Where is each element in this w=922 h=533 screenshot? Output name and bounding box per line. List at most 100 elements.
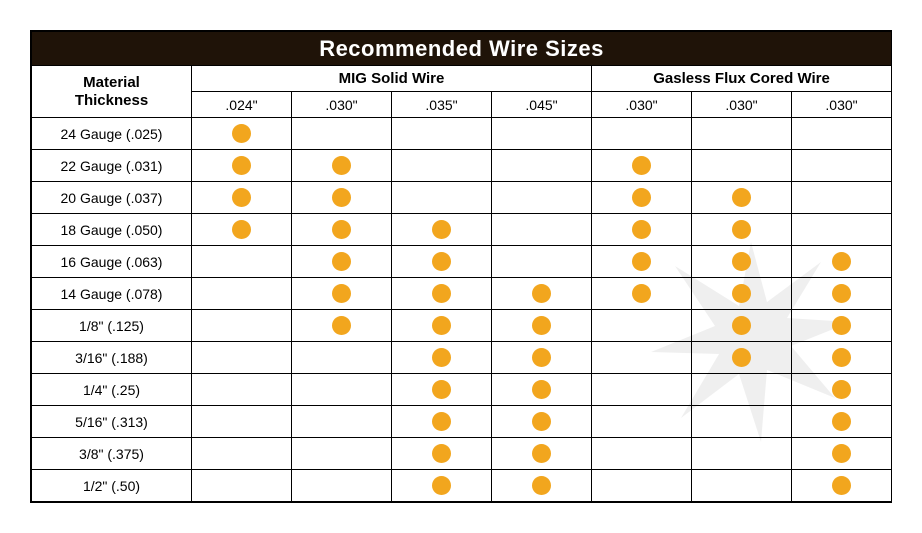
data-cell bbox=[192, 246, 292, 278]
table-row: 5/16" (.313) bbox=[32, 406, 892, 438]
data-cell bbox=[292, 214, 392, 246]
row-label: 16 Gauge (.063) bbox=[32, 246, 192, 278]
data-cell bbox=[392, 438, 492, 470]
data-cell bbox=[392, 374, 492, 406]
data-cell bbox=[192, 214, 292, 246]
data-cell bbox=[692, 374, 792, 406]
data-cell bbox=[392, 406, 492, 438]
data-cell bbox=[292, 310, 392, 342]
dot-icon bbox=[732, 220, 751, 239]
dot-icon bbox=[832, 316, 851, 335]
data-cell bbox=[292, 246, 392, 278]
dot-icon bbox=[832, 444, 851, 463]
col-header: .035" bbox=[392, 92, 492, 118]
row-label: 14 Gauge (.078) bbox=[32, 278, 192, 310]
dot-icon bbox=[332, 316, 351, 335]
data-cell bbox=[492, 342, 592, 374]
data-cell bbox=[292, 470, 392, 502]
data-cell bbox=[392, 278, 492, 310]
data-cell bbox=[392, 470, 492, 502]
data-cell bbox=[792, 470, 892, 502]
dot-icon bbox=[332, 156, 351, 175]
data-cell bbox=[792, 278, 892, 310]
dot-icon bbox=[232, 188, 251, 207]
dot-icon bbox=[632, 156, 651, 175]
data-cell bbox=[492, 214, 592, 246]
data-cell bbox=[692, 470, 792, 502]
data-cell bbox=[692, 118, 792, 150]
data-cell bbox=[292, 182, 392, 214]
data-cell bbox=[292, 150, 392, 182]
data-cell bbox=[292, 342, 392, 374]
dot-icon bbox=[532, 284, 551, 303]
data-cell bbox=[792, 118, 892, 150]
data-cell bbox=[592, 246, 692, 278]
dot-icon bbox=[532, 476, 551, 495]
data-cell bbox=[492, 246, 592, 278]
dot-icon bbox=[532, 380, 551, 399]
data-cell bbox=[692, 246, 792, 278]
data-cell bbox=[492, 182, 592, 214]
data-cell bbox=[792, 182, 892, 214]
col-header: .030" bbox=[592, 92, 692, 118]
row-label: 3/16" (.188) bbox=[32, 342, 192, 374]
col-header: .030" bbox=[692, 92, 792, 118]
dot-icon bbox=[632, 188, 651, 207]
dot-icon bbox=[432, 220, 451, 239]
data-cell bbox=[392, 246, 492, 278]
data-cell bbox=[692, 406, 792, 438]
col-group-flux: Gasless Flux Cored Wire bbox=[592, 66, 892, 92]
data-cell bbox=[692, 278, 792, 310]
data-cell bbox=[192, 438, 292, 470]
dot-icon bbox=[332, 252, 351, 271]
col-header: .045" bbox=[492, 92, 592, 118]
data-cell bbox=[792, 374, 892, 406]
data-cell bbox=[192, 278, 292, 310]
data-cell bbox=[392, 342, 492, 374]
dot-icon bbox=[732, 188, 751, 207]
material-header-line1: Material bbox=[83, 74, 140, 91]
dot-icon bbox=[732, 284, 751, 303]
data-cell bbox=[492, 438, 592, 470]
data-cell bbox=[692, 342, 792, 374]
table-row: 22 Gauge (.031) bbox=[32, 150, 892, 182]
data-cell bbox=[592, 438, 692, 470]
dot-icon bbox=[532, 412, 551, 431]
table-row: 3/16" (.188) bbox=[32, 342, 892, 374]
data-cell bbox=[192, 470, 292, 502]
data-cell bbox=[492, 470, 592, 502]
data-cell bbox=[492, 374, 592, 406]
table-row: 14 Gauge (.078) bbox=[32, 278, 892, 310]
data-cell bbox=[692, 182, 792, 214]
data-cell bbox=[692, 150, 792, 182]
row-label: 1/4" (.25) bbox=[32, 374, 192, 406]
data-cell bbox=[592, 406, 692, 438]
dot-icon bbox=[732, 348, 751, 367]
table-row: 1/8" (.125) bbox=[32, 310, 892, 342]
table-container: Recommended Wire Sizes Material Thicknes… bbox=[30, 30, 892, 503]
dot-icon bbox=[432, 476, 451, 495]
dot-icon bbox=[632, 284, 651, 303]
data-cell bbox=[192, 118, 292, 150]
data-cell bbox=[292, 406, 392, 438]
data-cell bbox=[192, 374, 292, 406]
dot-icon bbox=[432, 284, 451, 303]
table-title: Recommended Wire Sizes bbox=[32, 32, 892, 66]
table-row: 1/2" (.50) bbox=[32, 470, 892, 502]
data-cell bbox=[592, 182, 692, 214]
data-cell bbox=[192, 342, 292, 374]
dot-icon bbox=[732, 316, 751, 335]
data-cell bbox=[792, 150, 892, 182]
data-cell bbox=[792, 214, 892, 246]
dot-icon bbox=[632, 220, 651, 239]
table-row: 20 Gauge (.037) bbox=[32, 182, 892, 214]
data-cell bbox=[792, 246, 892, 278]
dot-icon bbox=[432, 444, 451, 463]
data-cell bbox=[592, 470, 692, 502]
dot-icon bbox=[432, 316, 451, 335]
dot-icon bbox=[832, 412, 851, 431]
row-label: 1/2" (.50) bbox=[32, 470, 192, 502]
table-row: 24 Gauge (.025) bbox=[32, 118, 892, 150]
data-cell bbox=[292, 278, 392, 310]
data-cell bbox=[492, 310, 592, 342]
